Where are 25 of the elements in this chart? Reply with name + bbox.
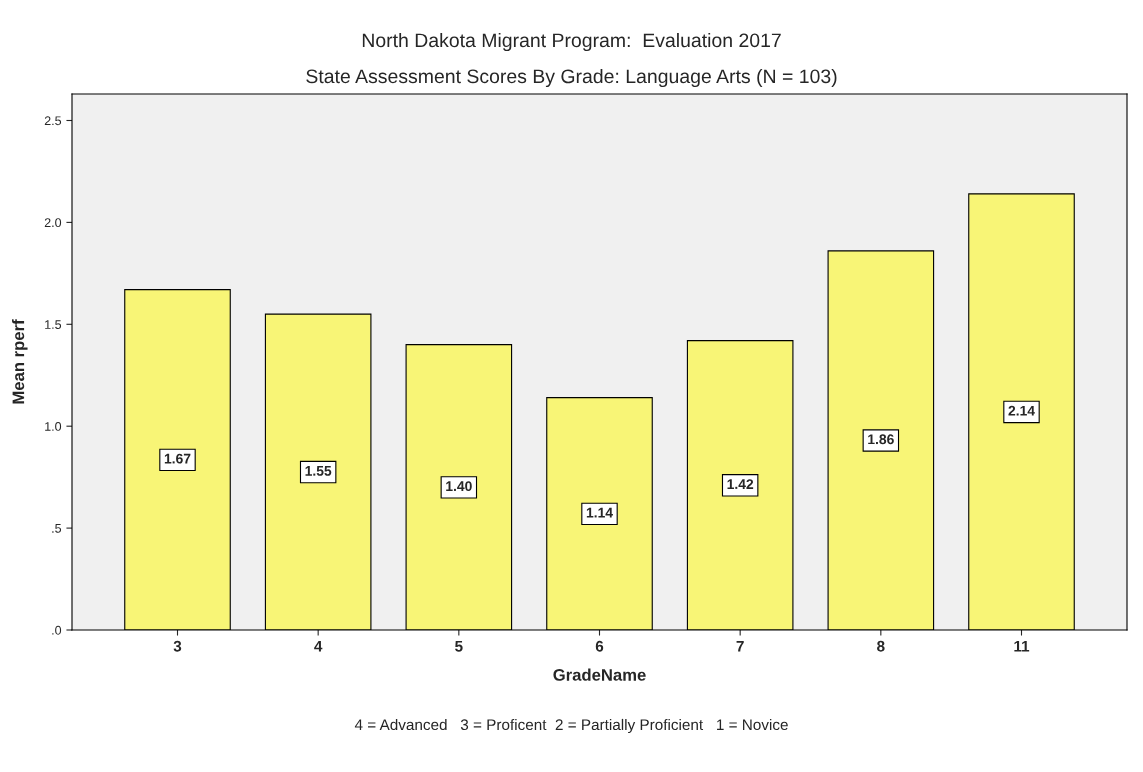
x-tick-label: 4 bbox=[314, 640, 323, 652]
text: 4 = Advanced 3 = Proficent 2 = Partially Proficient 1 = Novice bbox=[354, 718, 788, 734]
data-label: 2.14 bbox=[1008, 405, 1035, 416]
x-tick-label: 8 bbox=[877, 640, 885, 652]
x-tick-label: 11 bbox=[1014, 640, 1030, 652]
y-tick-label: .5 bbox=[52, 524, 62, 533]
chart-title: North Dakota Migrant Program: Evaluation 2017 bbox=[362, 32, 781, 52]
chart-subtitle: State Assessment Scores By Grade: Language Arts (N = 103) bbox=[306, 68, 837, 88]
y-tick-label: 1.0 bbox=[45, 422, 62, 431]
y-tick-label: 1.5 bbox=[45, 320, 62, 329]
x-tick-label: 6 bbox=[595, 640, 604, 652]
data-label: 1.14 bbox=[586, 507, 613, 518]
y-tick-label: 2.5 bbox=[44, 116, 62, 126]
y-tick-label: 2.0 bbox=[44, 218, 62, 228]
x-tick-label: 5 bbox=[455, 640, 463, 652]
x-tick-label: 3 bbox=[173, 640, 182, 652]
x-tick-label: 7 bbox=[736, 640, 744, 652]
data-label: 1.55 bbox=[305, 466, 332, 476]
data-label: 1.42 bbox=[727, 479, 754, 489]
x-axis-title: GradeName bbox=[553, 668, 646, 681]
y-axis-title: Mean rperf bbox=[12, 319, 28, 404]
data-label: 1.67 bbox=[164, 453, 191, 464]
data-label: 1.40 bbox=[446, 481, 472, 492]
data-label: 1.86 bbox=[868, 434, 894, 445]
y-tick-label: .0 bbox=[52, 625, 62, 635]
